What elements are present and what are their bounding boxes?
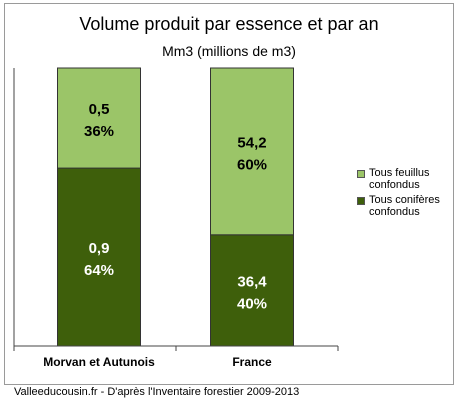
x-tick-label-0: Morvan et Autunois: [43, 355, 155, 369]
bar-coniferes-0: [57, 167, 141, 347]
legend-label-feuillus: Tous feuillus confondus: [369, 167, 430, 191]
data-label-percent-0-0: 64%: [84, 262, 114, 279]
chart-title: Volume produit par essence et par an: [79, 14, 379, 34]
data-label-value-0-1: 0,5: [89, 101, 110, 118]
legend-swatch-feuillus: [357, 170, 365, 178]
legend-swatch-coniferes: [357, 197, 365, 205]
bar-coniferes-1: [210, 234, 294, 347]
legend-label-coniferes: Tous conifères confondus: [369, 194, 440, 218]
bar-feuillus-0: [57, 67, 141, 169]
data-label-percent-0-1: 36%: [84, 123, 114, 140]
source-note: Valleeducousin.fr - D'après l'Inventaire…: [14, 386, 300, 398]
data-label-value-0-0: 0,9: [89, 240, 110, 257]
chart-frame: [4, 3, 454, 385]
data-label-percent-1-0: 40%: [237, 295, 267, 312]
data-label-value-1-0: 36,4: [237, 273, 267, 290]
x-tick-label-1: France: [232, 355, 272, 369]
bar-feuillus-1: [210, 67, 294, 236]
chart-subtitle: Mm3 (millions de m3): [162, 43, 296, 59]
data-label-percent-1-1: 60%: [237, 156, 267, 173]
data-label-value-1-1: 54,2: [237, 134, 266, 151]
